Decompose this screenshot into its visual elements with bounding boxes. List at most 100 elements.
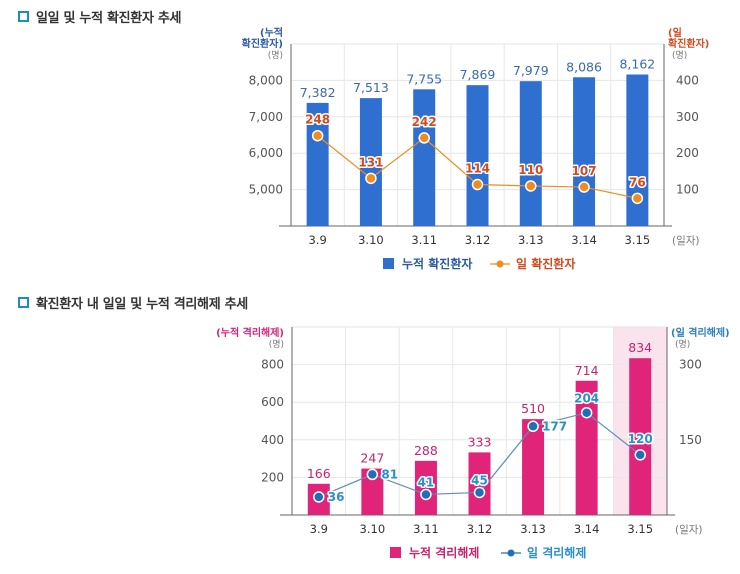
x-axis-tick-label: 3.11 xyxy=(413,522,439,536)
square-bullet-icon xyxy=(18,297,29,308)
line-point xyxy=(578,181,590,193)
legend-line-label: 일 격리해제 xyxy=(527,545,586,560)
line-data-label: 248 xyxy=(305,113,330,127)
x-axis-tick-label: 3.14 xyxy=(571,233,597,247)
right-axis-title: 확진환자) xyxy=(668,37,709,50)
bar xyxy=(468,452,491,515)
x-axis-tick-label: 3.13 xyxy=(518,233,544,247)
bar-data-label: 510 xyxy=(521,401,545,416)
right-axis-tick-label: 400 xyxy=(676,73,699,87)
section-title-released: 확진환자 내 일일 및 누적 격리해제 추세 xyxy=(18,293,248,312)
legend-bar-label: 누적 확진환자 xyxy=(402,256,472,271)
x-axis-tick-label: 3.11 xyxy=(411,233,437,247)
bar xyxy=(522,419,545,515)
left-axis-tick-label: 8,000 xyxy=(249,73,283,87)
bar xyxy=(626,74,649,226)
x-axis-tick-label: 3.13 xyxy=(520,522,546,536)
x-axis-tick-label: 3.9 xyxy=(310,522,328,536)
right-axis-tick-label: 300 xyxy=(679,358,702,372)
line-point xyxy=(471,178,484,191)
right-axis-tick-label: 150 xyxy=(679,433,702,447)
legend-bar-swatch xyxy=(390,547,401,558)
left-axis-tick-label: 6,000 xyxy=(249,146,283,160)
line-point xyxy=(527,420,539,433)
left-axis-tick-label: 7,000 xyxy=(249,110,283,124)
bar-data-label: 8,086 xyxy=(566,59,602,74)
line-point xyxy=(580,406,593,419)
x-axis-tick-label: 3.15 xyxy=(627,522,653,536)
line-point xyxy=(366,468,379,481)
bar xyxy=(306,102,329,226)
bar-data-label: 7,979 xyxy=(513,63,549,78)
bar-data-label: 7,382 xyxy=(300,85,336,100)
line-data-label: 242 xyxy=(412,115,437,129)
line-data-label: 76 xyxy=(629,175,646,189)
left-axis-title: 확진환자) xyxy=(242,37,283,50)
left-axis-title: (누적 xyxy=(260,26,283,39)
left-axis-tick-label: 800 xyxy=(261,358,284,372)
legend-line-label: 일 확진환자 xyxy=(516,256,575,271)
line-data-label: 36 xyxy=(328,490,345,504)
bar-data-label: 7,513 xyxy=(353,80,389,95)
x-axis-label: (일자) xyxy=(675,523,703,536)
x-axis-tick-label: 3.10 xyxy=(360,522,386,536)
bar-data-label: 834 xyxy=(628,340,652,355)
right-axis-title: (일 격리해제) xyxy=(671,326,730,339)
line-data-label: 110 xyxy=(518,163,543,177)
left-axis-unit: (명) xyxy=(269,339,284,350)
confirmed-cases-chart: 5,000 6,000 7,000 8,000 100 200 300 400 (누적확진환자)… xyxy=(242,26,710,271)
line-data-label: 107 xyxy=(572,164,597,178)
right-axis-tick-label: 300 xyxy=(676,110,699,124)
section-title-text: 일일 및 누적 확진환자 추세 xyxy=(36,11,182,26)
bar-data-label: 166 xyxy=(307,466,331,481)
line-point xyxy=(420,488,432,501)
right-axis-tick-label: 200 xyxy=(676,146,699,160)
line-data-label: 177 xyxy=(542,419,567,433)
line-point xyxy=(418,132,430,144)
right-axis-title: (일 xyxy=(668,26,682,39)
line-point xyxy=(634,449,646,461)
bar-data-label: 247 xyxy=(360,451,384,466)
bar xyxy=(466,85,489,227)
left-axis-tick-label: 5,000 xyxy=(249,183,283,197)
line-data-label: 120 xyxy=(628,432,653,446)
line-point xyxy=(631,192,644,205)
bar-data-label: 7,755 xyxy=(406,71,442,86)
legend-bar-swatch xyxy=(383,258,394,269)
right-axis-unit: (명) xyxy=(672,50,687,61)
right-axis-tick-label: 100 xyxy=(676,183,699,197)
line-point xyxy=(525,180,537,192)
line-data-label: 114 xyxy=(465,162,490,176)
x-axis-label: (일자) xyxy=(672,234,700,247)
x-axis-tick-label: 3.15 xyxy=(625,233,651,247)
bar-data-label: 333 xyxy=(468,434,492,449)
x-axis-tick-label: 3.9 xyxy=(308,233,326,247)
section-title-text: 확진환자 내 일일 및 누적 격리해제 추세 xyxy=(36,297,248,312)
left-axis-tick-label: 400 xyxy=(261,433,284,447)
square-bullet-icon xyxy=(18,11,29,22)
line-data-label: 204 xyxy=(574,392,599,406)
x-axis-tick-label: 3.12 xyxy=(467,522,493,536)
line-point xyxy=(365,172,377,185)
line-data-label: 41 xyxy=(418,475,435,489)
bar xyxy=(519,81,542,226)
legend-line-marker xyxy=(496,260,504,268)
line-point xyxy=(311,129,324,142)
right-axis-unit: (명) xyxy=(675,339,690,350)
bar xyxy=(361,468,384,515)
left-axis-tick-label: 200 xyxy=(261,470,284,484)
line-point xyxy=(473,486,486,499)
bar xyxy=(629,358,652,515)
line-point xyxy=(313,491,325,503)
bar-data-label: 8,162 xyxy=(619,57,655,72)
legend-line-marker xyxy=(507,549,515,557)
x-axis-tick-label: 3.14 xyxy=(574,522,600,536)
left-axis-tick-label: 600 xyxy=(261,395,284,409)
section-title-confirmed: 일일 및 누적 확진환자 추세 xyxy=(18,7,181,26)
line-data-label: 131 xyxy=(358,155,383,169)
bar xyxy=(413,89,436,227)
x-axis-tick-label: 3.12 xyxy=(465,233,491,247)
legend-bar-label: 누적 격리해제 xyxy=(409,545,479,560)
line-data-label: 81 xyxy=(381,467,398,481)
